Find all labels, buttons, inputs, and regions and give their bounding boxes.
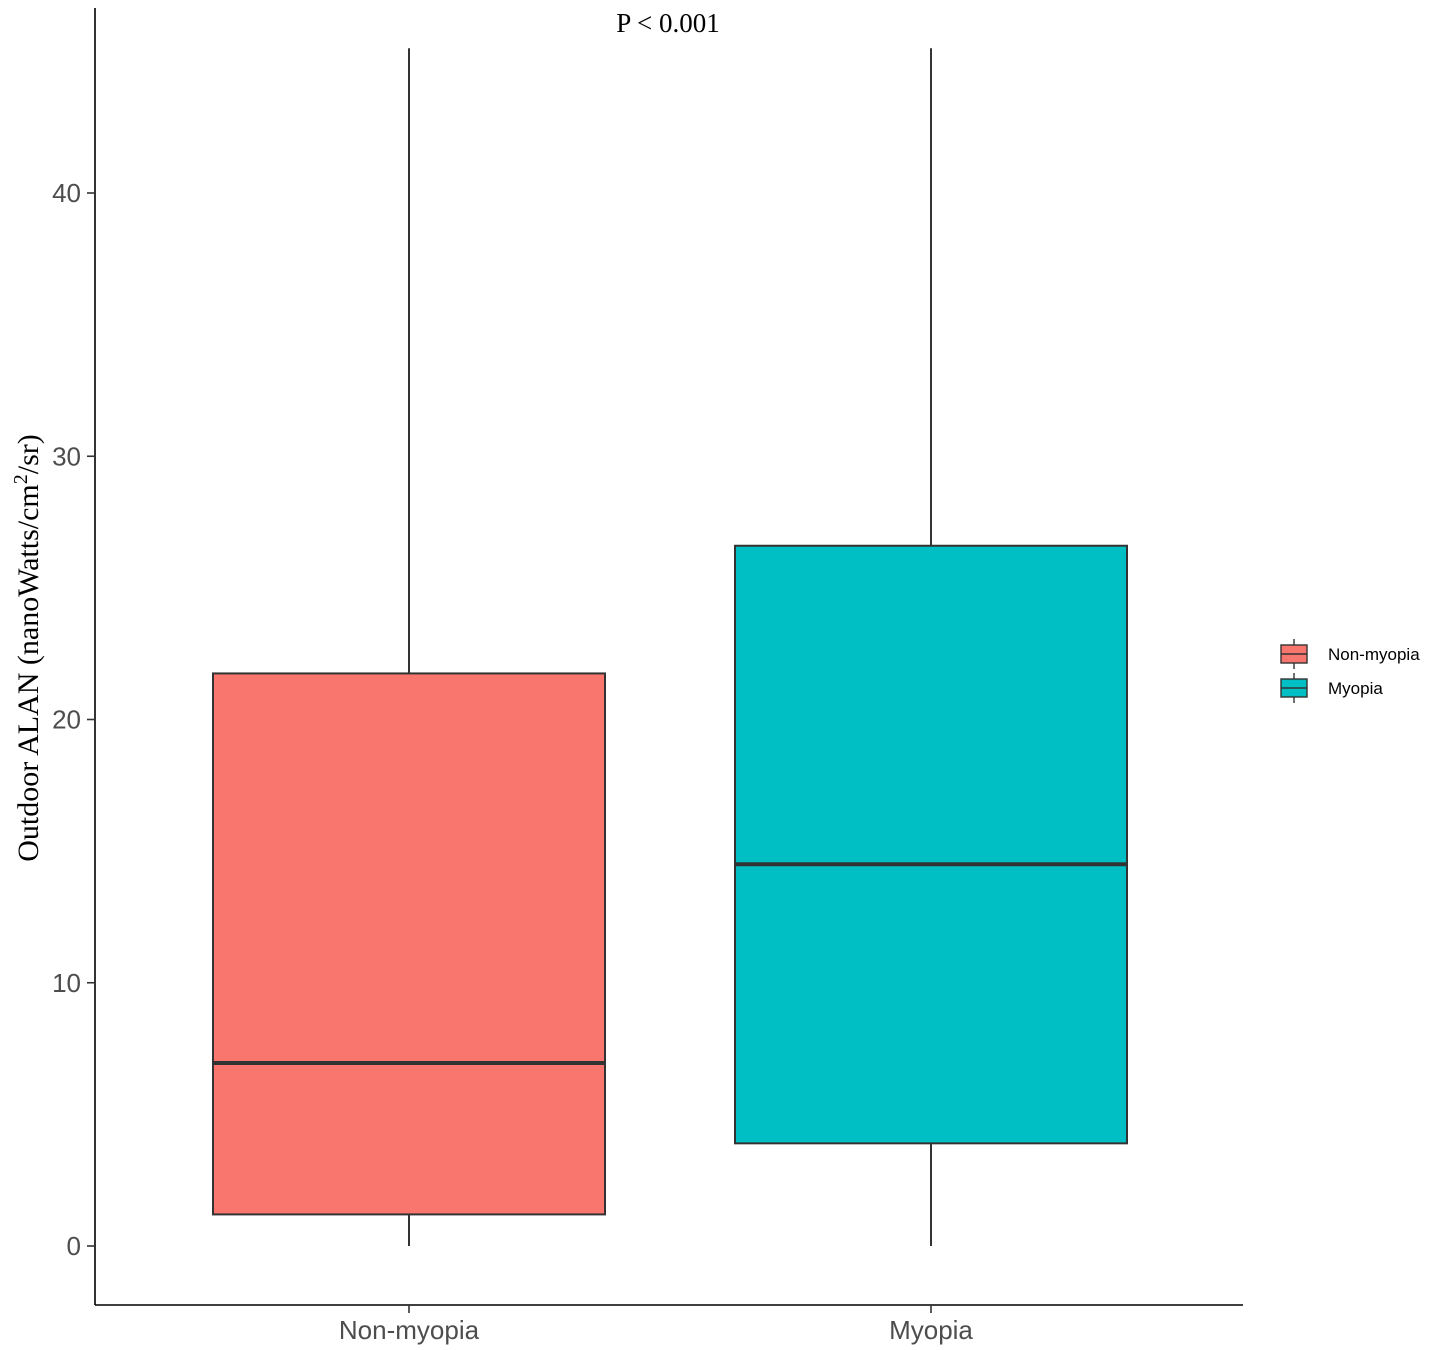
- box-body: [734, 544, 1128, 1145]
- x-tick-label: Myopia: [889, 1315, 973, 1345]
- y-tick-label: 40: [52, 178, 81, 208]
- y-tick-label: 0: [67, 1231, 81, 1261]
- boxes: [212, 48, 1128, 1246]
- legend-item: Non-myopia: [1280, 639, 1420, 669]
- p-value-annotation: P < 0.001: [616, 8, 720, 38]
- legend-item: Myopia: [1280, 673, 1383, 703]
- box-non-myopia: [212, 48, 606, 1246]
- x-tick-label: Non-myopia: [339, 1315, 480, 1345]
- box-body: [212, 672, 606, 1216]
- y-axis-label-prefix: Outdoor ALAN (nanoWatts/cm: [12, 484, 45, 862]
- y-tick-label: 20: [52, 705, 81, 735]
- y-tick-label: 30: [52, 441, 81, 471]
- legend-label: Non-myopia: [1328, 645, 1420, 664]
- legend: Non-myopia Myopia: [1280, 639, 1420, 703]
- x-ticks: Non-myopia Myopia: [339, 1305, 973, 1345]
- axes: [94, 8, 1243, 1306]
- legend-label: Myopia: [1328, 679, 1383, 698]
- y-axis-label-suffix: /sr): [12, 434, 45, 474]
- y-tick-label: 10: [52, 968, 81, 998]
- y-ticks: 0 10 20 30 40: [52, 178, 95, 1261]
- y-axis-label-superscript: 2: [10, 474, 32, 484]
- y-axis-label: Outdoor ALAN (nanoWatts/cm2/sr): [10, 434, 45, 862]
- box-myopia: [734, 48, 1128, 1246]
